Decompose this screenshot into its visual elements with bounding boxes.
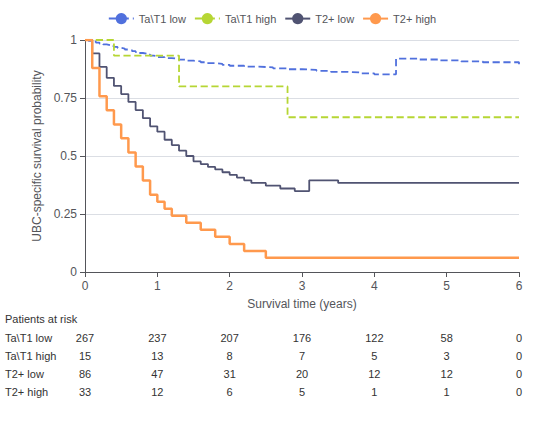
svg-text:5: 5 <box>371 350 377 362</box>
svg-text:0: 0 <box>82 279 89 293</box>
svg-text:0.25: 0.25 <box>54 207 78 221</box>
svg-text:47: 47 <box>151 368 163 380</box>
svg-text:Ta\T1 low: Ta\T1 low <box>139 13 186 25</box>
svg-text:1: 1 <box>444 386 450 398</box>
svg-text:15: 15 <box>79 350 91 362</box>
svg-text:T2+ low: T2+ low <box>315 13 354 25</box>
svg-text:Ta\T1 high: Ta\T1 high <box>5 350 56 362</box>
svg-text:0: 0 <box>70 265 77 279</box>
svg-text:6: 6 <box>516 279 523 293</box>
svg-text:T2+ low: T2+ low <box>5 368 44 380</box>
svg-text:58: 58 <box>441 332 453 344</box>
svg-text:5: 5 <box>299 386 305 398</box>
svg-text:3: 3 <box>299 279 306 293</box>
svg-text:33: 33 <box>79 386 91 398</box>
svg-text:0.5: 0.5 <box>60 149 77 163</box>
svg-text:267: 267 <box>76 332 94 344</box>
svg-text:1: 1 <box>154 279 161 293</box>
svg-text:0.75: 0.75 <box>54 91 78 105</box>
svg-text:12: 12 <box>441 368 453 380</box>
svg-text:0: 0 <box>516 350 522 362</box>
svg-text:0: 0 <box>516 368 522 380</box>
svg-text:86: 86 <box>79 368 91 380</box>
svg-text:2: 2 <box>226 279 233 293</box>
svg-text:T2+ high: T2+ high <box>5 386 48 398</box>
svg-text:12: 12 <box>368 368 380 380</box>
svg-text:4: 4 <box>371 279 378 293</box>
svg-text:176: 176 <box>293 332 311 344</box>
svg-text:6: 6 <box>227 386 233 398</box>
svg-text:0: 0 <box>516 386 522 398</box>
svg-text:5: 5 <box>443 279 450 293</box>
svg-text:Patients at risk: Patients at risk <box>5 313 78 325</box>
svg-text:13: 13 <box>151 350 163 362</box>
svg-text:20: 20 <box>296 368 308 380</box>
svg-text:237: 237 <box>148 332 166 344</box>
svg-text:7: 7 <box>299 350 305 362</box>
svg-text:1: 1 <box>70 33 77 47</box>
svg-text:31: 31 <box>224 368 236 380</box>
svg-text:8: 8 <box>227 350 233 362</box>
svg-text:T2+ high: T2+ high <box>393 13 436 25</box>
svg-text:Ta\T1 low: Ta\T1 low <box>5 332 52 344</box>
svg-text:1: 1 <box>371 386 377 398</box>
svg-text:Ta\T1 high: Ta\T1 high <box>225 13 276 25</box>
svg-text:207: 207 <box>220 332 238 344</box>
svg-text:UBC-specific survival probabil: UBC-specific survival probability <box>30 70 44 241</box>
svg-text:Survival time (years): Survival time (years) <box>247 297 356 311</box>
svg-text:0: 0 <box>516 332 522 344</box>
svg-text:122: 122 <box>365 332 383 344</box>
svg-text:3: 3 <box>444 350 450 362</box>
svg-text:12: 12 <box>151 386 163 398</box>
